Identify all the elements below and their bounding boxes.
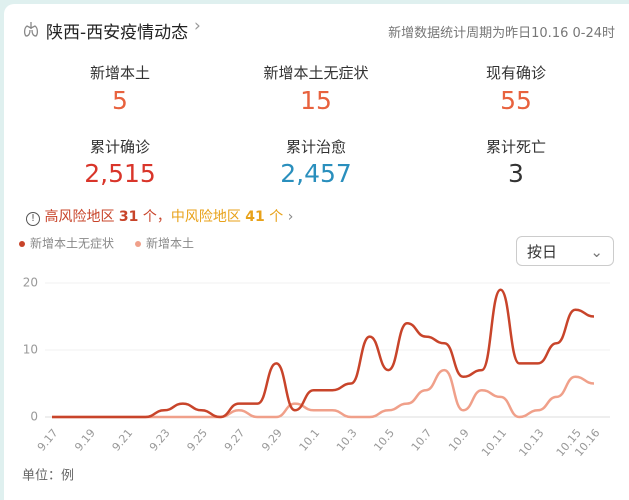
x-tick-label: 9.23 (147, 427, 173, 454)
x-tick-label: 9.25 (184, 427, 210, 454)
x-tick-label: 10.1 (297, 427, 323, 454)
stat-value: 15 (300, 86, 332, 115)
risk-summary[interactable]: ! 高风险地区 31 个，中风险地区 41 个 › (26, 206, 293, 226)
stat-label: 新增本土 (89, 64, 151, 82)
x-tick-label: 10.11 (479, 427, 509, 459)
mid-risk-label: 中风险地区 (170, 209, 241, 225)
chart: 单位：例 0 10 20 9.17 9.19 9.21 9.23 9.25 9.27 9.29 10… (19, 236, 610, 484)
x-tick-label: 10.7 (409, 427, 435, 454)
period-note: 新增数据统计周期为昨日10.16 0-24时 (388, 26, 615, 41)
y-tick-label: 0 (30, 410, 38, 424)
legend-label: 新增本土无症状 (30, 236, 114, 251)
stat-label: 现有确诊 (485, 64, 547, 82)
dropdown[interactable]: 按日 ⌄ (516, 236, 614, 266)
lung-icon (23, 22, 39, 37)
unit: 个 (269, 209, 284, 225)
line (52, 288, 595, 419)
legend-label: 新增本土 (146, 236, 194, 251)
stat-value: 5 (112, 86, 128, 115)
x-tick-label: 9.29 (259, 427, 285, 454)
dropdown-value: 按日 (527, 243, 558, 261)
stat-label: 累计死亡 (485, 138, 547, 156)
line (52, 368, 595, 419)
unit: 个， (142, 209, 171, 225)
x-tick-label: 9.19 (72, 427, 98, 454)
stat-label: 累计确诊 (89, 138, 151, 156)
stat-value: 2,515 (84, 159, 156, 188)
y-tick-label: 10 (23, 343, 38, 357)
stat-value: 3 (508, 159, 524, 188)
chevron[interactable]: › (194, 16, 201, 36)
high-risk-count: 31 (118, 209, 139, 225)
x-tick-label: 9.17 (35, 427, 61, 454)
legend-marker (19, 241, 25, 247)
x-tick-label: 9.27 (222, 427, 248, 454)
stat-label: 新增本土无症状 (263, 64, 369, 82)
x-tick-label: 9.21 (110, 427, 136, 454)
stat-value: 55 (500, 86, 532, 115)
x-tick-label: 10.9 (446, 427, 472, 454)
legend-marker (135, 241, 142, 247)
x-tick-label: 10.13 (516, 427, 546, 459)
y-tick-label: 20 (23, 276, 38, 290)
x-tick-label: 10.5 (371, 427, 397, 454)
x-tick-label: 10.3 (334, 427, 360, 454)
stat-value: 2,457 (280, 159, 352, 188)
mid-risk-count: 41 (245, 209, 265, 225)
title[interactable]: 陕西-西安疫情动态 (46, 23, 189, 43)
high-risk-label: 高风险地区 (44, 209, 115, 225)
unit-note: 单位：例 (22, 469, 74, 484)
stat-label: 累计治愈 (285, 138, 347, 156)
